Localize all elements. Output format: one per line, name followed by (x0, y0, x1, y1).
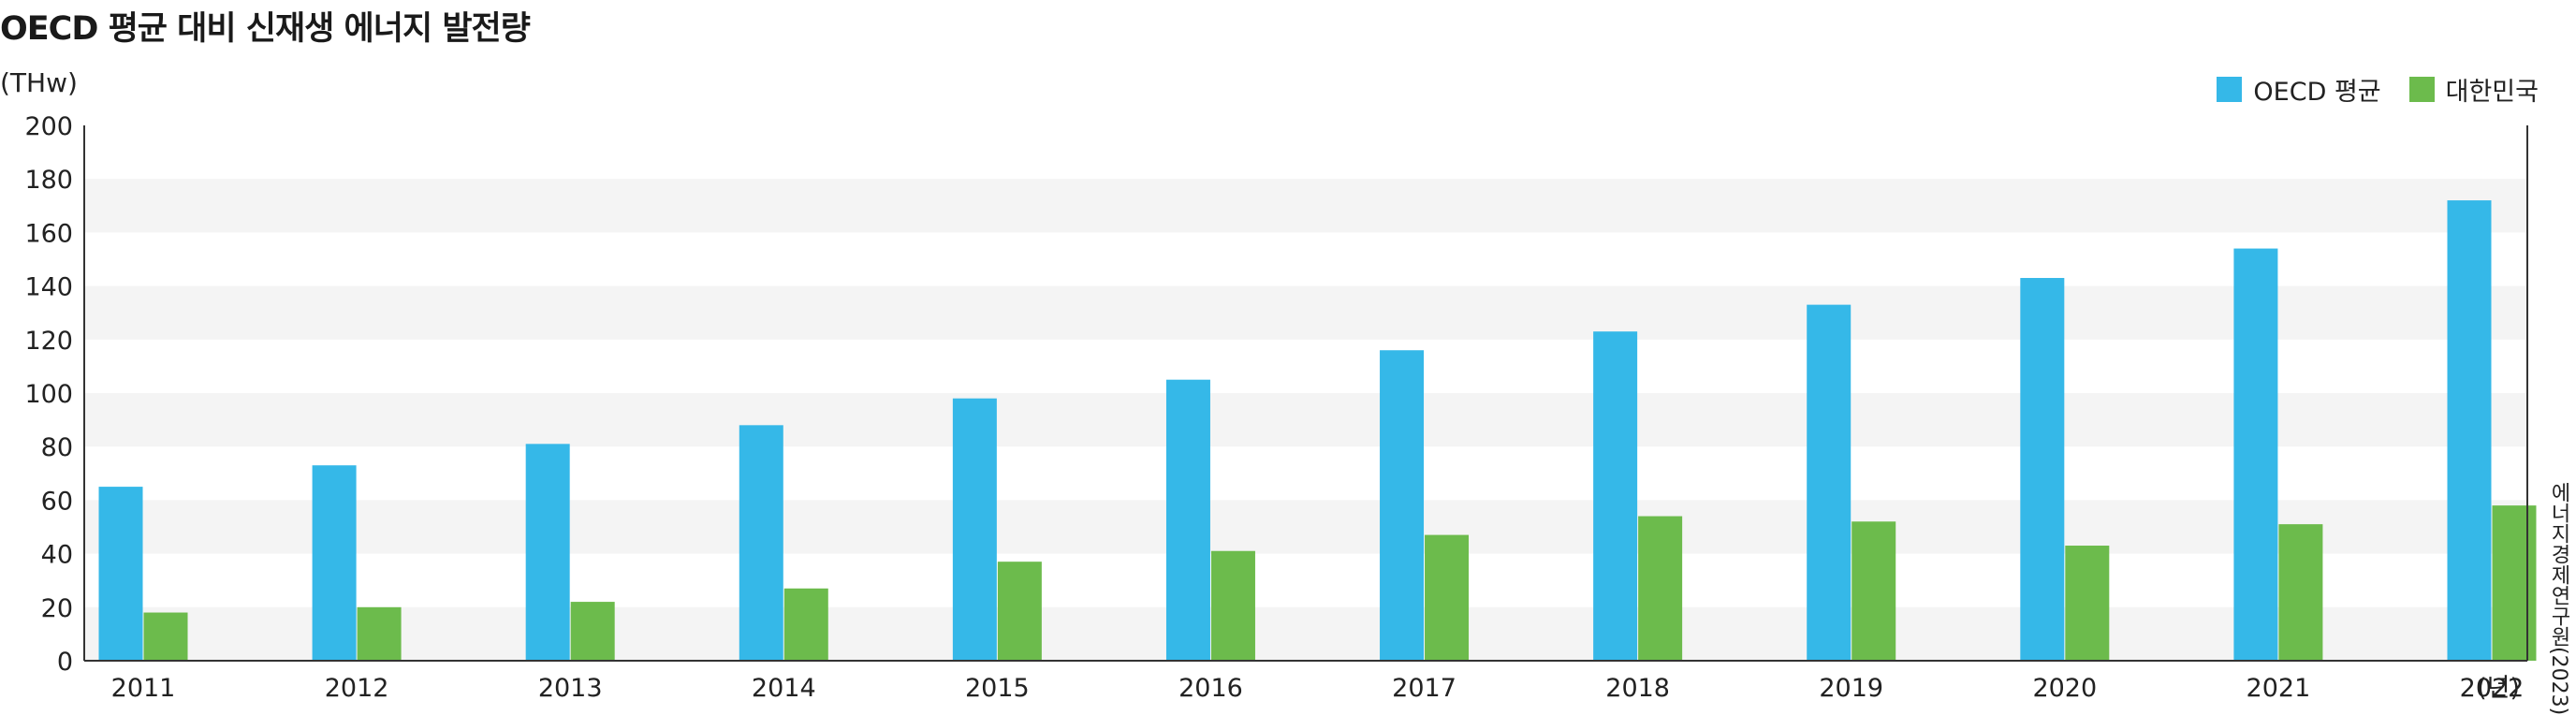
legend-item-oecd: OECD 평균 (2217, 71, 2381, 108)
grid-band (84, 179, 2527, 233)
y-tick-label: 180 (24, 166, 73, 195)
x-tick-label: 2019 (1819, 674, 1883, 703)
y-tick-label: 0 (57, 648, 73, 677)
bars (98, 200, 2537, 661)
x-tick-label: 2014 (752, 674, 816, 703)
legend-label-oecd: OECD 평균 (2253, 78, 2381, 107)
bar-korea-2019 (1852, 521, 1896, 661)
legend-item-korea: 대한민국 (2408, 71, 2539, 108)
y-tick-label: 80 (41, 433, 73, 462)
y-tick-label: 40 (41, 541, 73, 570)
y-tick-label: 60 (41, 487, 73, 516)
x-tick-label: 2022 (2460, 674, 2525, 703)
x-axis-unit: (년) (2477, 674, 2520, 703)
x-tick-label: 2017 (1392, 674, 1456, 703)
x-tick-label: 2020 (2032, 674, 2097, 703)
bar-oecd-2013 (525, 444, 570, 661)
bar-oecd-2022 (2447, 200, 2492, 661)
bar-oecd-2014 (739, 425, 783, 661)
bar-oecd-2012 (312, 465, 357, 661)
bar-oecd-2016 (1165, 379, 1210, 661)
y-tick-label: 200 (24, 112, 73, 141)
bar-oecd-2019 (1807, 304, 1852, 661)
x-tick-label: 2012 (325, 674, 389, 703)
x-tick-label: 2018 (1605, 674, 1670, 703)
bar-oecd-2011 (98, 487, 143, 661)
grid-band (84, 393, 2527, 447)
y-tick-labels: 0 20 40 60 80 100 120 140 160 180 200 (24, 112, 73, 677)
grid-band (84, 285, 2527, 340)
source-note: 에너지경제연구원(2023) (2547, 482, 2570, 715)
y-tick-label: 20 (41, 594, 73, 623)
grid-bands (84, 179, 2527, 661)
bar-korea-2013 (570, 602, 615, 661)
x-tick-label: 2011 (111, 674, 176, 703)
bar-korea-2020 (2065, 546, 2110, 661)
bar-oecd-2018 (1593, 331, 1638, 661)
legend-swatch-korea (2408, 77, 2435, 102)
bar-korea-2017 (1425, 534, 1470, 661)
y-tick-label: 140 (24, 273, 73, 302)
bar-korea-2015 (997, 562, 1042, 661)
axes (83, 125, 2528, 662)
bar-korea-2012 (357, 606, 402, 661)
legend-label-korea: 대한민국 (2445, 78, 2539, 107)
y-axis-unit: (THw) (0, 67, 78, 98)
y-tick-label: 120 (24, 327, 73, 356)
grid-band (84, 500, 2527, 554)
chart-title: OECD 평균 대비 신재생 에너지 발전량 (0, 10, 531, 48)
bar-korea-2011 (143, 612, 188, 661)
y-tick-label: 160 (24, 219, 73, 248)
bar-korea-2022 (2492, 505, 2537, 661)
y-tick-label: 100 (24, 380, 73, 409)
bar-korea-2021 (2278, 524, 2323, 661)
bar-oecd-2021 (2233, 248, 2278, 661)
grid-band (84, 606, 2527, 661)
bar-korea-2018 (1638, 516, 1683, 661)
x-tick-labels: 2011 2012 2013 2014 2015 2016 2017 2018 2019 2020… (111, 674, 2525, 703)
x-tick-label: 2015 (965, 674, 1030, 703)
bar-korea-2016 (1210, 550, 1255, 661)
x-tick-label: 2016 (1178, 674, 1243, 703)
legend: OECD 평균 대한민국 (2217, 71, 2539, 108)
legend-swatch-oecd (2217, 77, 2243, 102)
bar-oecd-2015 (952, 398, 997, 661)
x-tick-label: 2013 (538, 674, 603, 703)
bar-oecd-2017 (1380, 350, 1425, 661)
bar-korea-2014 (783, 588, 828, 661)
x-tick-label: 2021 (2247, 674, 2311, 703)
bar-oecd-2020 (2020, 278, 2065, 661)
